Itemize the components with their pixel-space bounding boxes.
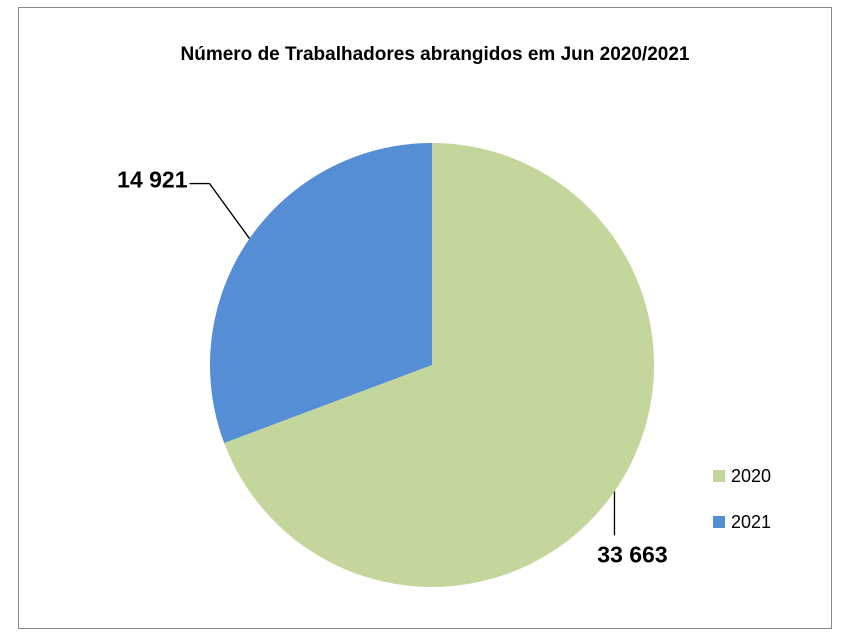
leader-line <box>189 182 251 239</box>
data-label: 14 921 <box>117 167 188 193</box>
data-label: 33 663 <box>597 542 667 568</box>
chart-title: Número de Trabalhadores abrangidos em Ju… <box>180 44 690 65</box>
legend-label: 2020 <box>731 466 771 486</box>
legend-swatch <box>713 470 725 482</box>
legend-label: 2021 <box>731 512 771 532</box>
pie-slice <box>210 143 432 443</box>
legend-swatch <box>713 516 725 528</box>
pie-slice <box>224 143 654 587</box>
chart-frame <box>18 7 832 629</box>
